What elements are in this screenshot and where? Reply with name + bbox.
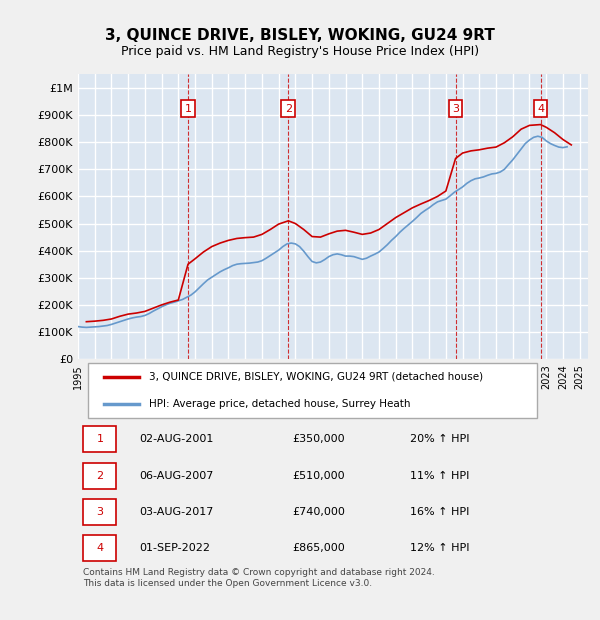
Text: 20% ↑ HPI: 20% ↑ HPI bbox=[409, 435, 469, 445]
Text: Price paid vs. HM Land Registry's House Price Index (HPI): Price paid vs. HM Land Registry's House … bbox=[121, 45, 479, 58]
Text: 02-AUG-2001: 02-AUG-2001 bbox=[139, 435, 214, 445]
Text: 3: 3 bbox=[97, 507, 103, 517]
Text: 3, QUINCE DRIVE, BISLEY, WOKING, GU24 9RT (detached house): 3, QUINCE DRIVE, BISLEY, WOKING, GU24 9R… bbox=[149, 371, 484, 381]
Text: 3: 3 bbox=[452, 104, 459, 113]
Text: 1: 1 bbox=[97, 435, 103, 445]
Text: 03-AUG-2017: 03-AUG-2017 bbox=[139, 507, 214, 517]
FancyBboxPatch shape bbox=[83, 427, 116, 453]
FancyBboxPatch shape bbox=[88, 363, 537, 418]
Text: 4: 4 bbox=[537, 104, 544, 113]
Text: 12% ↑ HPI: 12% ↑ HPI bbox=[409, 543, 469, 553]
Text: 16% ↑ HPI: 16% ↑ HPI bbox=[409, 507, 469, 517]
Text: 01-SEP-2022: 01-SEP-2022 bbox=[139, 543, 210, 553]
FancyBboxPatch shape bbox=[83, 535, 116, 561]
Text: £865,000: £865,000 bbox=[292, 543, 345, 553]
Text: HPI: Average price, detached house, Surrey Heath: HPI: Average price, detached house, Surr… bbox=[149, 399, 411, 409]
Text: Contains HM Land Registry data © Crown copyright and database right 2024.
This d: Contains HM Land Registry data © Crown c… bbox=[83, 569, 435, 588]
FancyBboxPatch shape bbox=[83, 498, 116, 525]
Text: 1: 1 bbox=[185, 104, 191, 113]
Text: £510,000: £510,000 bbox=[292, 471, 345, 480]
Text: £350,000: £350,000 bbox=[292, 435, 345, 445]
Text: 11% ↑ HPI: 11% ↑ HPI bbox=[409, 471, 469, 480]
Text: £740,000: £740,000 bbox=[292, 507, 345, 517]
FancyBboxPatch shape bbox=[83, 463, 116, 489]
Text: 2: 2 bbox=[285, 104, 292, 113]
Text: 06-AUG-2007: 06-AUG-2007 bbox=[139, 471, 214, 480]
Text: 3, QUINCE DRIVE, BISLEY, WOKING, GU24 9RT: 3, QUINCE DRIVE, BISLEY, WOKING, GU24 9R… bbox=[105, 28, 495, 43]
Text: 2: 2 bbox=[97, 471, 103, 480]
Text: 4: 4 bbox=[97, 543, 103, 553]
